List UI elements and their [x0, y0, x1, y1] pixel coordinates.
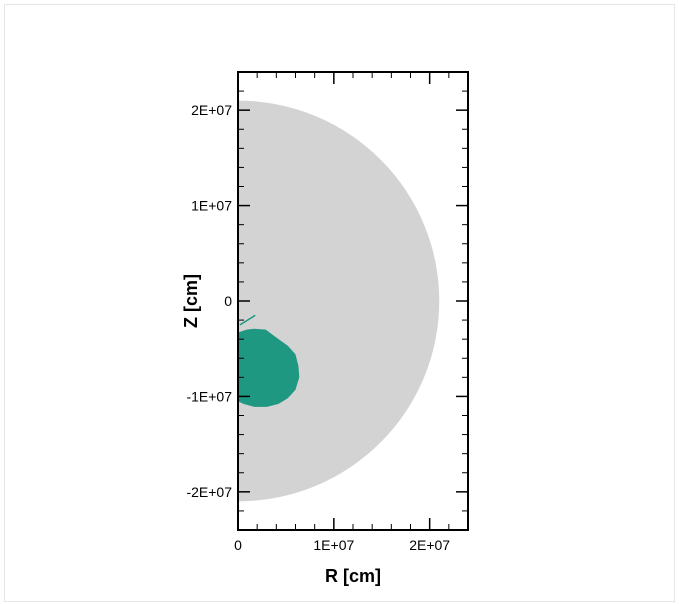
y-tick-label: -2E+07 [186, 484, 232, 500]
figure-frame [4, 4, 675, 602]
regions-layer [238, 100, 440, 502]
x-tick-label: 1E+07 [313, 537, 354, 553]
x-axis-title: R [cm] [325, 566, 381, 586]
y-tick-label: 2E+07 [191, 102, 232, 118]
region-outer-half-disk [238, 100, 440, 502]
axes-layer [237, 71, 469, 531]
region-plume [238, 328, 300, 407]
labels-layer: 2E+07 1E+07 0 -1E+07 -2E+07 0 1E+07 2E+07 R [cm]… [181, 102, 450, 586]
y-tick-label: -1E+07 [186, 388, 232, 404]
x-tick-label: 2E+07 [409, 537, 450, 553]
y-axis-title: Z [cm] [181, 274, 201, 328]
y-tick-label: 0 [224, 293, 232, 309]
x-tick-label: 0 [234, 537, 242, 553]
y-tick-label: 1E+07 [191, 198, 232, 214]
region-plume-filament [239, 314, 256, 326]
